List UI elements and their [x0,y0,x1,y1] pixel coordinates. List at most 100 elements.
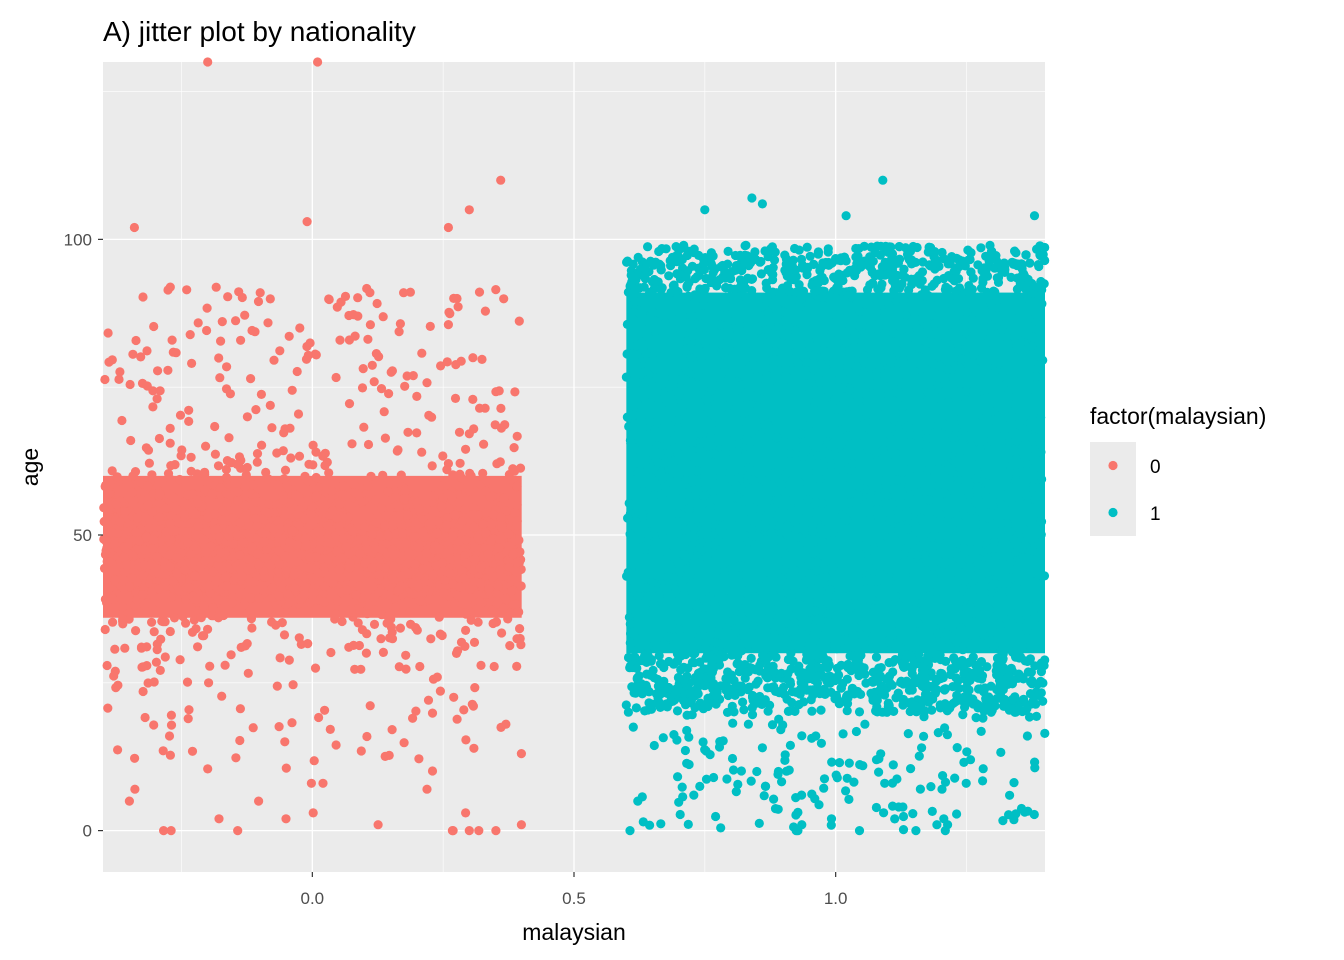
data-point [777,574,787,584]
data-point [443,320,453,330]
data-point [405,607,415,617]
data-point [689,524,699,534]
data-point [887,260,898,270]
data-point [348,479,359,489]
data-point [967,505,977,515]
data-point [997,500,1007,510]
data-point [862,390,872,400]
data-point [460,608,470,618]
data-point [966,441,977,451]
data-point [311,447,321,457]
data-point [951,660,961,670]
data-point [310,663,321,673]
data-point [837,348,847,358]
data-point [902,564,913,575]
data-point [876,410,887,420]
data-point [895,377,905,387]
data-point [622,256,633,266]
data-point [632,399,642,409]
data-point [139,560,149,570]
data-point [874,322,884,332]
data-point [348,310,358,320]
data-point [274,591,284,601]
data-point [1040,728,1050,739]
data-point [1010,258,1020,268]
data-point [986,582,996,592]
data-point [739,562,749,572]
data-point [778,720,788,730]
data-point [848,302,859,312]
data-point [635,296,645,307]
data-point [474,287,485,297]
data-point [782,587,792,598]
data-point [246,374,256,384]
data-point [798,286,809,296]
data-point [176,451,186,461]
data-point [442,465,452,475]
data-point [155,665,165,676]
data-point [131,335,141,346]
data-point [481,508,491,518]
data-point [155,386,165,396]
data-point [779,549,789,559]
data-point [636,687,646,697]
data-point [1038,696,1048,706]
data-point [1009,778,1019,788]
data-point [978,764,988,774]
data-point [866,242,876,252]
data-point [919,712,929,722]
data-point [915,487,925,497]
data-point [245,593,255,603]
data-point [763,265,773,275]
data-point [664,448,674,458]
data-point [326,538,336,548]
data-point [235,518,245,528]
data-point [353,618,363,628]
data-point [169,493,179,503]
data-point [660,347,670,357]
data-point [656,468,667,478]
data-point [486,519,496,529]
data-point [290,583,300,593]
data-point [331,372,341,383]
data-point [790,265,801,275]
data-point [401,539,411,549]
data-point [810,606,820,616]
data-point [898,802,908,812]
data-point [627,314,637,324]
data-point [189,615,199,625]
data-point [410,559,420,570]
data-point [925,556,936,566]
data-point [860,576,870,586]
data-point [883,269,893,279]
data-point [264,605,274,615]
data-point [357,496,367,507]
data-point [148,402,158,412]
data-point [841,256,851,266]
data-point [222,498,232,508]
data-point [921,364,931,374]
data-point [966,267,976,277]
data-point [650,490,660,500]
data-point [813,371,824,382]
data-point [986,628,996,638]
data-point [382,618,392,628]
data-point [1026,667,1036,677]
data-point [163,365,173,375]
data-point [812,545,822,555]
data-point [623,513,633,523]
data-point [108,617,118,627]
data-point [925,243,936,253]
data-point [286,453,296,463]
data-point [856,550,866,560]
data-point [644,687,654,697]
data-point [922,426,932,436]
data-point [409,532,419,542]
data-point [897,401,908,411]
data-point [686,544,696,554]
data-point [138,662,148,672]
data-point [109,671,119,681]
data-point [988,542,998,552]
data-point [455,458,465,468]
data-point [242,639,252,649]
